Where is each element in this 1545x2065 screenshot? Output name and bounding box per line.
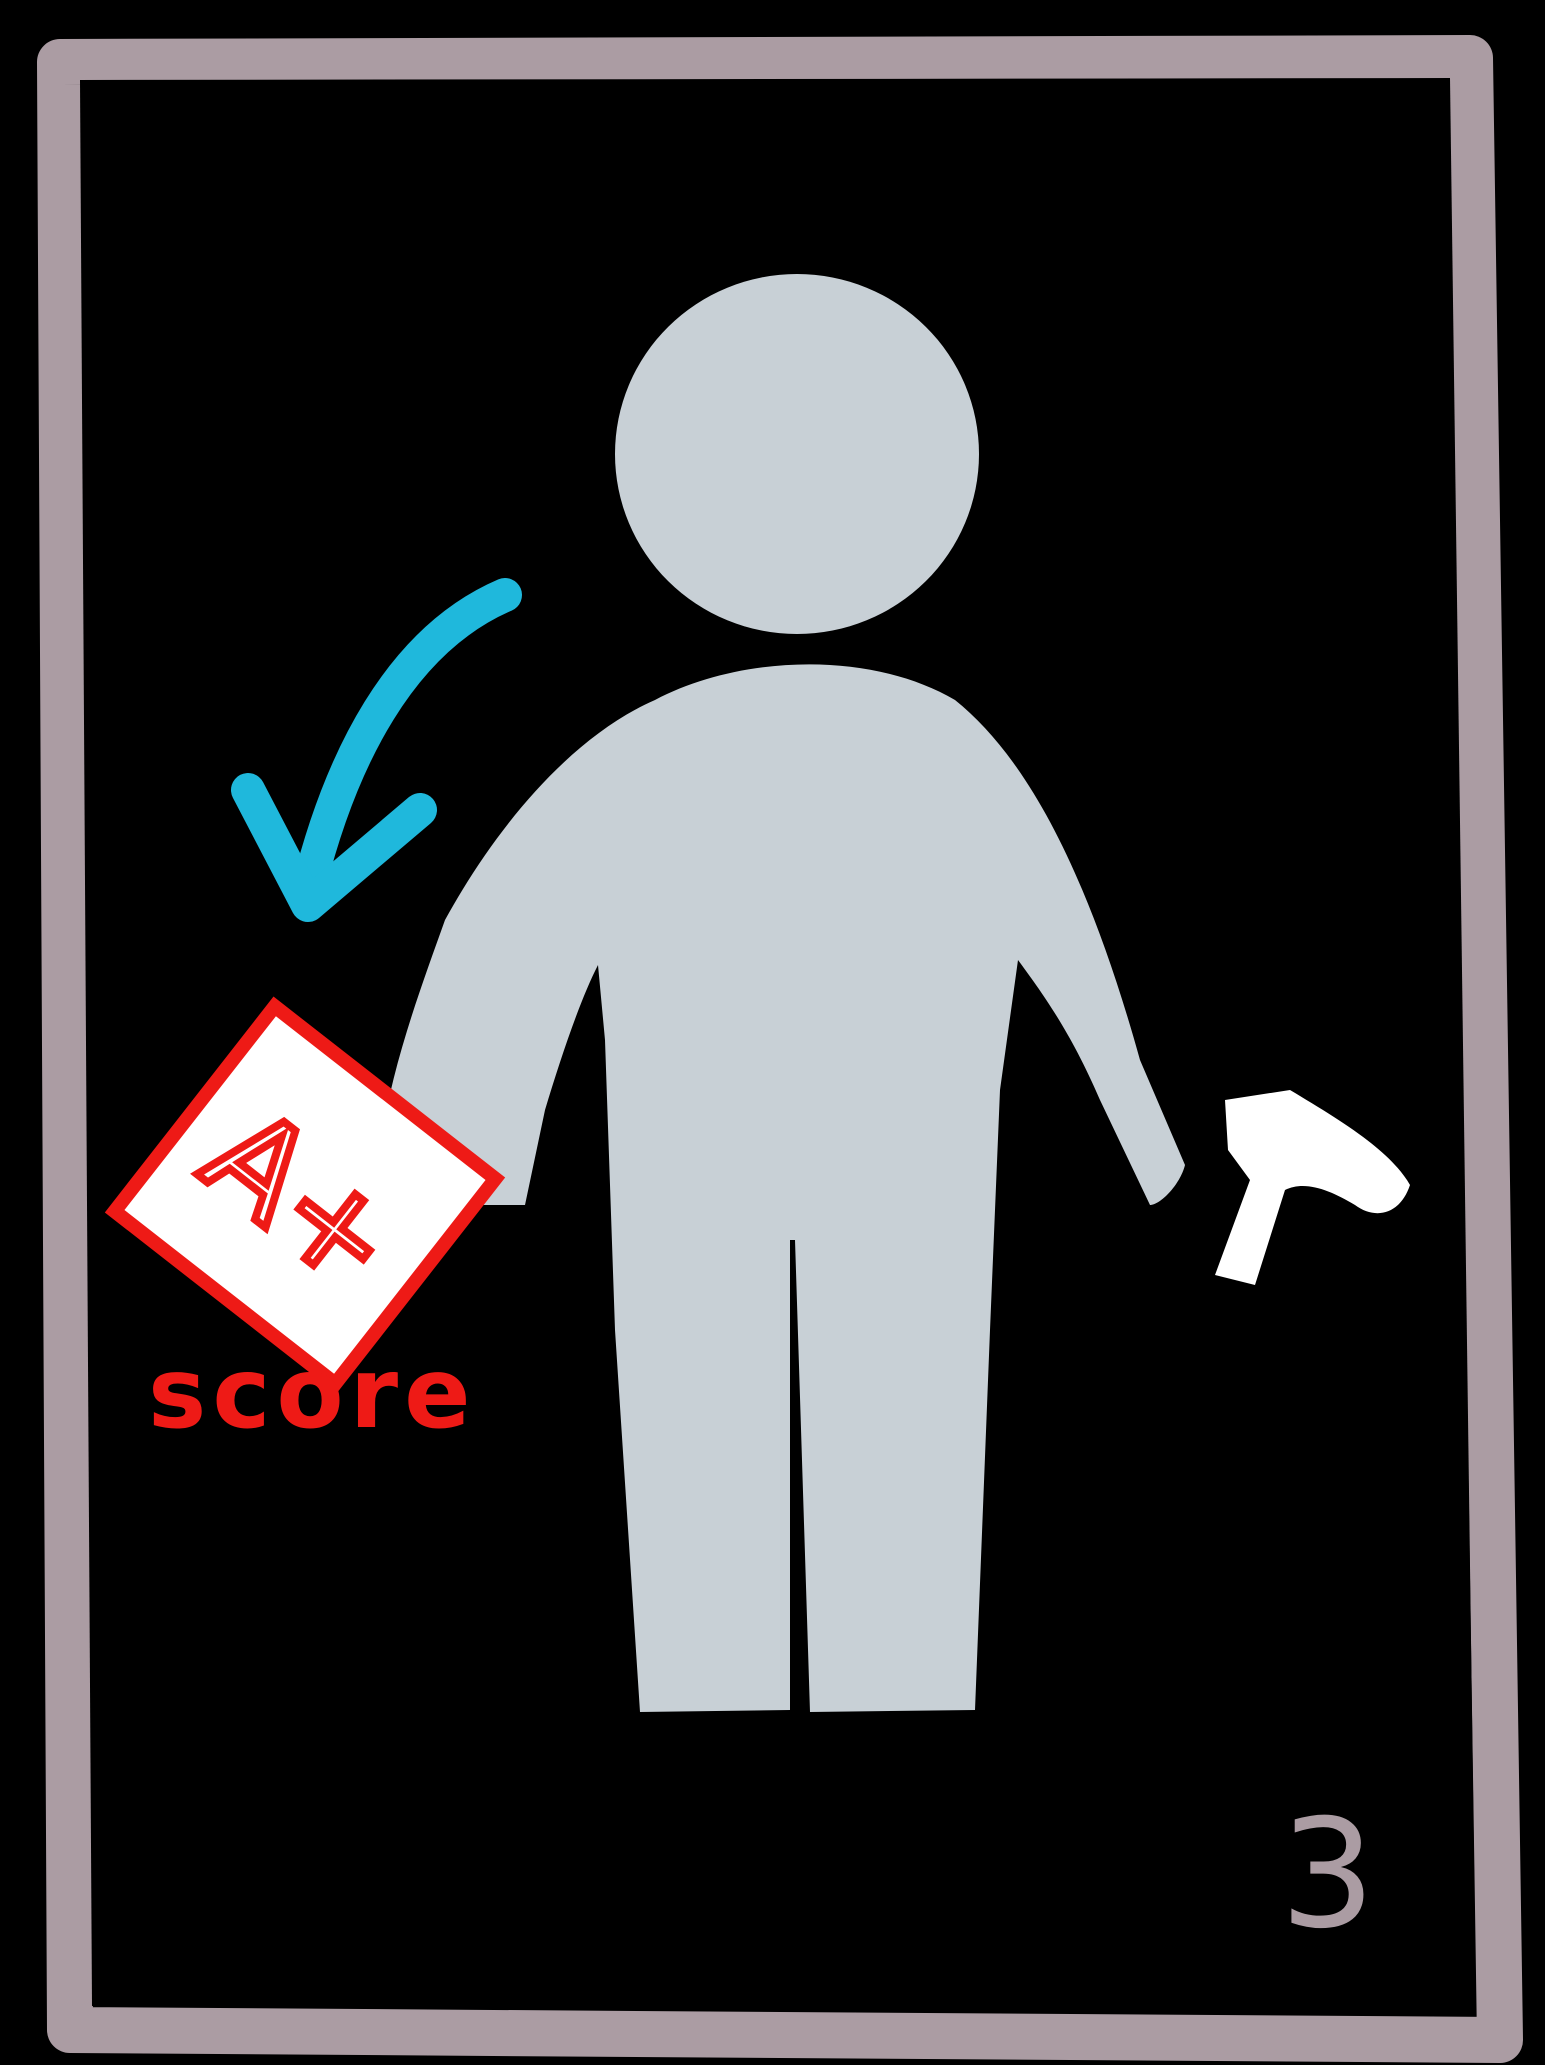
score-label: score <box>148 1337 477 1451</box>
card-number: 3 <box>1280 1788 1376 1962</box>
hammer-icon <box>1215 1090 1410 1285</box>
graded-paper-icon: A+ <box>104 996 506 1394</box>
person-silhouette-icon <box>380 274 1185 1712</box>
figure-body <box>380 664 1185 1712</box>
figure-head <box>615 274 979 634</box>
curved-arrow-down-left-icon <box>231 578 522 922</box>
